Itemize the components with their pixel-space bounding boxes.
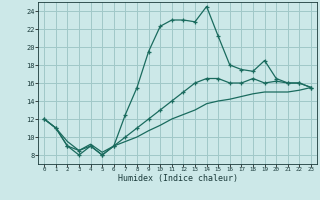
X-axis label: Humidex (Indice chaleur): Humidex (Indice chaleur) (118, 174, 238, 183)
